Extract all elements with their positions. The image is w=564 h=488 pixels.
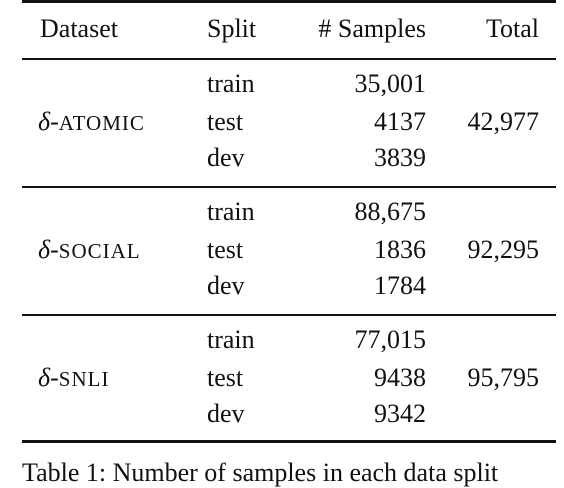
header-split: Split <box>207 14 257 43</box>
group1-sep: - <box>50 107 59 136</box>
group2-delta: δ <box>38 235 51 264</box>
group3-delta: δ <box>38 363 51 392</box>
group1-samples-train: 35,001 <box>354 69 427 98</box>
group2-samples-train: 88,675 <box>354 197 427 226</box>
group2-split-train: train <box>207 197 255 226</box>
group1-rule <box>22 186 556 188</box>
group3-sep: - <box>50 363 59 392</box>
group1-delta: δ <box>38 107 51 136</box>
header-total: Total <box>485 14 539 43</box>
group3-dataset: δ-SNLI <box>38 363 109 394</box>
group3-samples-test: 9438 <box>374 363 426 392</box>
group3-split-test: test <box>207 363 244 392</box>
group1-samples-test: 4137 <box>374 107 426 136</box>
group3-total: 95,795 <box>467 363 540 392</box>
group1-split-test: test <box>207 107 244 136</box>
group3-samples-train: 77,015 <box>354 325 427 354</box>
group3-dataset-name: SNLI <box>58 367 110 391</box>
group1-samples-dev: 3839 <box>374 143 426 172</box>
table-caption: Table 1: Number of samples in each data … <box>22 458 499 487</box>
group2-dataset-name: SOCIAL <box>58 239 141 263</box>
group1-total: 42,977 <box>467 107 540 136</box>
group1-dataset-name: ATOMIC <box>58 111 145 135</box>
group2-split-dev: dev <box>207 271 245 300</box>
group3-split-train: train <box>207 325 255 354</box>
group3-samples-dev: 9342 <box>374 399 426 428</box>
group1-split-dev: dev <box>207 143 245 172</box>
group1-dataset: δ-ATOMIC <box>38 107 145 138</box>
header-rule <box>22 58 556 60</box>
group2-total: 92,295 <box>467 235 540 264</box>
group3-split-dev: dev <box>207 399 245 428</box>
group2-rule <box>22 314 556 316</box>
group2-sep: - <box>50 235 59 264</box>
group2-samples-dev: 1784 <box>374 271 426 300</box>
bottom-rule <box>22 440 556 443</box>
group1-split-train: train <box>207 69 255 98</box>
top-rule <box>22 0 556 3</box>
group2-split-test: test <box>207 235 244 264</box>
header-samples: # Samples <box>318 14 426 43</box>
group2-dataset: δ-SOCIAL <box>38 235 141 266</box>
header-dataset: Dataset <box>40 14 118 43</box>
group2-samples-test: 1836 <box>374 235 426 264</box>
